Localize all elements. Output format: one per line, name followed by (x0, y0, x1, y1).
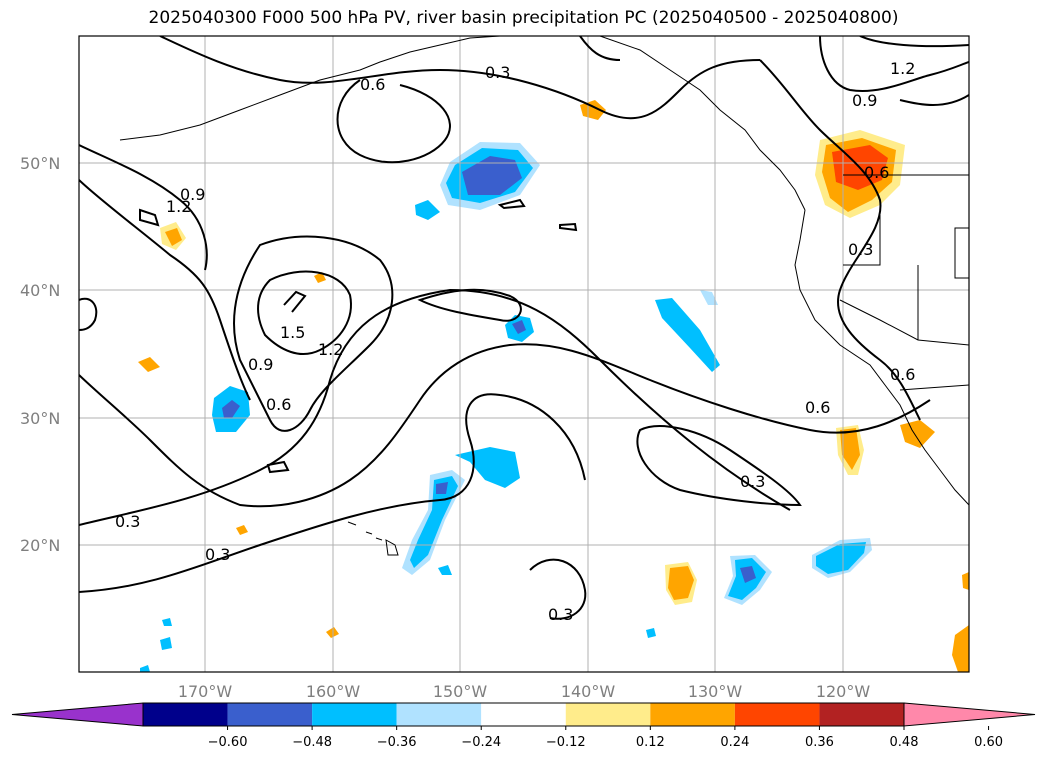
contour-label: 0.6 (266, 395, 291, 414)
colorbar-segment (312, 703, 397, 726)
lon-label: 130°W (688, 682, 743, 701)
contour-label: 0.6 (864, 163, 889, 182)
contour-label-group: 0.3 0.3 0.3 0.3 0.3 0.3 0.6 0.6 0.6 0.6 … (115, 59, 915, 624)
contour-label: 0.3 (848, 240, 873, 259)
contour-label: 0.6 (805, 398, 830, 417)
longitude-labels: 170°W 160°W 150°W 140°W 130°W 120°W (178, 682, 871, 701)
colorbar-segment (481, 703, 566, 726)
contour-1.5 (283, 290, 307, 313)
plot-border (78, 35, 970, 673)
contour-label: 0.3 (548, 605, 573, 624)
colorbar-tick-label: −0.48 (292, 735, 332, 750)
lat-label: 50°N (20, 154, 60, 173)
colorbar-tick-label: −0.36 (377, 735, 417, 750)
lon-label: 150°W (433, 682, 488, 701)
contour-label: 0.3 (205, 545, 230, 564)
contour-0.3-south (79, 288, 791, 526)
contour-1.2-loop (233, 235, 394, 432)
colorbar-segment (734, 703, 820, 726)
colorbar-tick-label: −0.24 (461, 735, 501, 750)
colorbar-tick-label: −0.60 (208, 735, 248, 750)
contour-label: 1.2 (166, 197, 191, 216)
contour-label: 0.3 (115, 512, 140, 531)
colorbar-segment (819, 703, 904, 726)
map-title: 2025040300 F000 500 hPa PV, river basin … (148, 8, 899, 28)
coastlines (119, 36, 969, 556)
contour-0.3-north (159, 36, 761, 120)
colorbar-tick-label: 0.48 (890, 735, 919, 750)
colorbar-tick-label: 0.36 (805, 735, 834, 750)
contour-label: 0.3 (485, 63, 510, 82)
colorbar-extend-low (11, 702, 144, 727)
colorbar-segment (650, 703, 735, 726)
lon-label: 120°W (816, 682, 871, 701)
lon-label: 170°W (178, 682, 233, 701)
contour-label: 1.5 (280, 323, 305, 342)
contour-label: 0.9 (852, 91, 877, 110)
lat-label: 30°N (20, 409, 60, 428)
graticule (79, 36, 969, 672)
contour-label: 0.9 (180, 185, 205, 204)
lat-label: 40°N (20, 281, 60, 300)
colorbar-extend-high (903, 702, 1036, 727)
contour-label: 1.2 (890, 59, 915, 78)
colorbar-tick-label: −0.12 (546, 735, 586, 750)
contour-label: 0.9 (248, 355, 273, 374)
contour-label: 0.6 (360, 75, 385, 94)
lat-label: 20°N (20, 536, 60, 555)
colorbar-tick-label: 0.24 (720, 735, 749, 750)
colorbar-segment (565, 703, 651, 726)
colorbar: −0.60 −0.48 −0.36 −0.24 −0.12 0.12 0.24 0.36 0.4… (11, 702, 1036, 750)
colorbar-tick-label: 0.12 (636, 735, 665, 750)
colorbar-tick-label: 0.60 (974, 735, 1003, 750)
pv-contours (79, 36, 969, 620)
lon-label: 160°W (306, 682, 361, 701)
contour-label: 1.2 (318, 340, 343, 359)
plot-area (79, 36, 969, 672)
contour-label: 0.3 (740, 472, 765, 491)
colorbar-segment (396, 703, 482, 726)
colorbar-segment (143, 703, 228, 726)
colorbar-segment (227, 703, 313, 726)
colorbar-border (142, 702, 905, 727)
contour-label: 0.6 (890, 365, 915, 384)
alaska-coast (119, 36, 501, 141)
lon-label: 140°W (561, 682, 616, 701)
latitude-labels: 50°N 40°N 30°N 20°N (20, 154, 60, 555)
na-west-coast (794, 209, 969, 506)
